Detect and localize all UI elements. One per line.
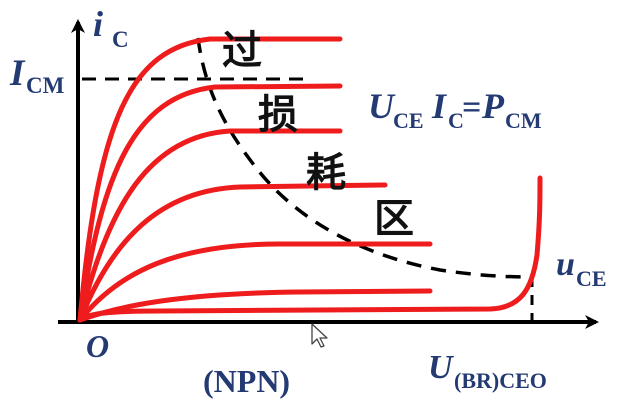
mouse-pointer-icon [311, 323, 328, 348]
region-char-2: 损 [258, 92, 298, 138]
svg-text:C: C [448, 108, 464, 133]
device-type-label: (NPN) [203, 363, 290, 399]
curve-ib-6 [77, 36, 343, 323]
breakdown-voltage-label: U (BR)CEO [428, 349, 547, 393]
svg-text:i: i [93, 4, 103, 44]
curve-ib-2 [77, 241, 433, 323]
svg-text:=: = [462, 89, 481, 126]
svg-text:u: u [556, 246, 575, 283]
svg-text:CM: CM [26, 73, 65, 98]
origin-label: O [86, 328, 109, 364]
region-char-4: 区 [374, 196, 414, 242]
svg-text:(BR)CEO: (BR)CEO [454, 368, 547, 393]
pcm-boundary-curve [196, 37, 533, 279]
svg-text:U: U [428, 349, 455, 386]
curve-ib-4 [77, 128, 343, 323]
svg-text:U: U [368, 86, 396, 126]
characteristic-curves [77, 36, 543, 323]
region-char-3: 耗 [306, 150, 346, 196]
icm-label: I CM [9, 53, 65, 98]
svg-text:C: C [112, 27, 129, 52]
svg-text:I: I [9, 53, 26, 94]
region-char-1: 过 [222, 28, 262, 74]
svg-text:I: I [431, 86, 448, 126]
curve-ib-5 [77, 83, 343, 323]
power-equation: U CE I C = P CM [368, 86, 542, 133]
curve-ib-3 [77, 182, 388, 323]
curve-ib-1 [77, 288, 433, 323]
svg-text:P: P [481, 86, 505, 126]
x-axis-label: u CE [556, 246, 607, 291]
curve-ib-0 [77, 175, 543, 323]
svg-text:CE: CE [576, 266, 607, 291]
svg-text:CE: CE [393, 108, 424, 133]
y-axis-label: i C [93, 4, 129, 52]
svg-text:CM: CM [505, 108, 542, 133]
